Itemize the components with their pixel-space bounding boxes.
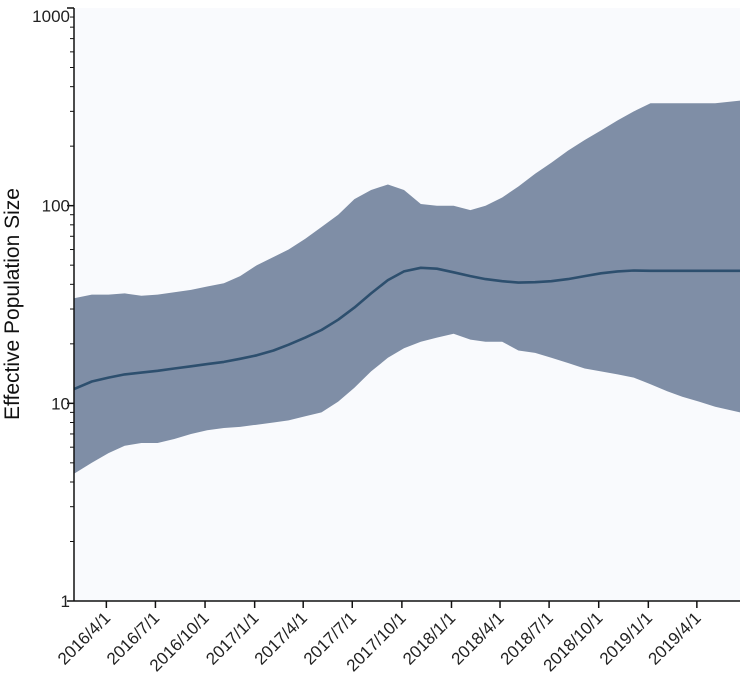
x-tick-label: 2018/1/1	[399, 608, 459, 668]
x-tick-labels: 2016/4/12016/7/12016/10/12017/1/12017/4/…	[54, 608, 705, 675]
x-tick-label: 2019/1/1	[596, 608, 656, 668]
x-axis	[74, 600, 740, 608]
median-line	[73, 266, 740, 391]
x-tick-label: 2017/1/1	[202, 608, 262, 668]
y-axis	[67, 7, 75, 602]
y-tick-label: 1000	[32, 7, 70, 26]
x-tick-label: 2016/4/1	[54, 608, 114, 668]
y-axis-title: Effective Population Size	[1, 188, 24, 420]
x-tick-label: 2019/4/1	[644, 608, 704, 668]
x-tick-label: 2018/4/1	[448, 608, 508, 668]
y-tick-label: 100	[42, 197, 70, 216]
x-tick-label: 2017/4/1	[251, 608, 311, 668]
y-tick-label: 1	[61, 592, 70, 611]
y-tick-labels: 1 10 100 1000	[32, 7, 70, 611]
confidence-band	[74, 100, 740, 474]
y-tick-label: 10	[51, 394, 70, 413]
